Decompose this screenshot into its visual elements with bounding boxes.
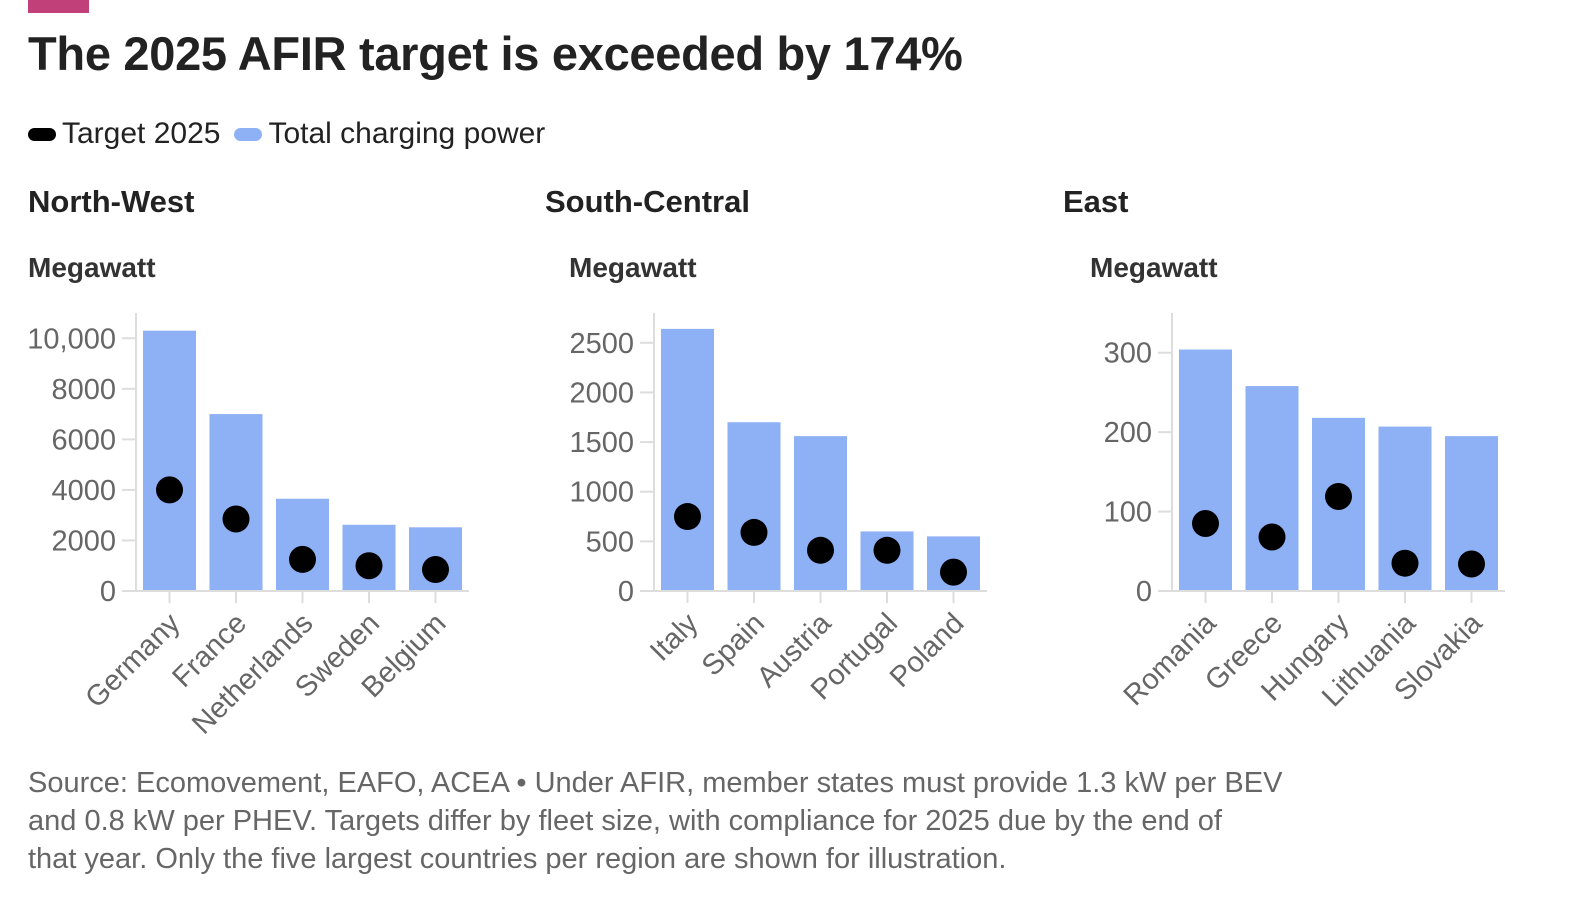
y-axis-unit-east: Megawatt [1090, 252, 1218, 283]
legend-swatch-total [234, 127, 263, 141]
y-tick-label-south-central: 1500 [569, 427, 634, 459]
y-tick-label-north-west: 4000 [51, 475, 116, 507]
y-tick-label-east: 300 [1104, 338, 1152, 370]
legend-label-total: Total charging power [268, 117, 546, 150]
y-tick-label-south-central: 1000 [569, 477, 634, 509]
y-tick-label-south-central: 2500 [569, 328, 634, 360]
target-dot-north-west-belgium [422, 556, 449, 584]
target-dot-east-greece [1258, 523, 1286, 551]
chart-title: The 2025 AFIR target is exceeded by 174% [28, 27, 963, 80]
target-dot-east-lithuania [1391, 549, 1419, 577]
y-tick-label-east: 100 [1104, 497, 1152, 529]
target-dot-north-west-sweden [355, 552, 383, 580]
x-tick-label-east-romania: Romania [1118, 607, 1223, 712]
legend-item-target: Target 2025 [28, 117, 220, 151]
target-dot-east-slovakia [1458, 550, 1485, 578]
y-tick-label-north-west: 0 [100, 576, 116, 608]
region-title-east: East [1063, 184, 1129, 219]
footnote-line-2: and 0.8 kW per PHEV. Targets differ by f… [28, 805, 1222, 837]
x-tick-label-south-central-poland: Poland [884, 607, 970, 693]
region-title-north-west: North-West [28, 184, 195, 219]
y-axis-unit-south-central: Megawatt [569, 252, 697, 283]
y-tick-label-south-central: 2000 [569, 377, 634, 409]
y-axis-unit-north-west: Megawatt [28, 252, 156, 283]
bar-south-central-spain [727, 422, 781, 591]
y-tick-label-east: 0 [1136, 576, 1152, 608]
y-tick-label-south-central: 500 [586, 526, 634, 558]
bar-east-romania [1179, 349, 1232, 591]
legend-swatch-target [28, 127, 56, 141]
bar-north-west-germany [143, 330, 196, 591]
region-title-south-central: South-Central [545, 184, 750, 219]
y-tick-label-north-west: 10,000 [27, 323, 116, 355]
target-dot-south-central-austria [807, 536, 834, 564]
x-tick-label-north-west-germany: Germany [79, 607, 186, 714]
footnote-line-1: Source: Ecomovement, EAFO, ACEA • Under … [28, 767, 1283, 799]
y-tick-label-north-west: 8000 [51, 374, 116, 406]
bar-north-west-netherlands [276, 498, 329, 591]
target-dot-south-central-portugal [873, 536, 901, 564]
x-tick-label-south-central-italy: Italy [644, 607, 705, 668]
bar-north-west-france [209, 414, 263, 591]
footnote: Source: Ecomovement, EAFO, ACEA • Under … [28, 764, 1388, 878]
target-dot-south-central-spain [740, 518, 768, 546]
target-dot-north-west-germany [156, 476, 183, 504]
bar-south-central-italy [661, 328, 714, 591]
target-dot-east-romania [1192, 509, 1219, 537]
chart-plot-area: 0200040006000800010,000GermanyFranceNeth… [27, 313, 1505, 741]
y-tick-label-north-west: 6000 [51, 424, 116, 456]
bar-east-greece [1245, 386, 1299, 591]
legend-label-target: Target 2025 [62, 117, 221, 150]
legend: Target 2025 Total charging power [28, 116, 559, 152]
target-dot-east-hungary [1325, 482, 1352, 510]
y-tick-label-south-central: 0 [618, 576, 634, 608]
y-tick-label-east: 200 [1104, 417, 1152, 449]
legend-item-total: Total charging power [234, 117, 545, 151]
target-dot-south-central-poland [940, 558, 967, 586]
accent-bar [28, 0, 89, 13]
bar-south-central-austria [794, 436, 847, 591]
target-dot-north-west-netherlands [289, 545, 316, 573]
y-tick-label-north-west: 2000 [51, 525, 116, 557]
footnote-line-3: that year. Only the five largest countri… [28, 843, 1007, 875]
target-dot-south-central-italy [674, 503, 701, 531]
target-dot-north-west-france [222, 505, 250, 533]
